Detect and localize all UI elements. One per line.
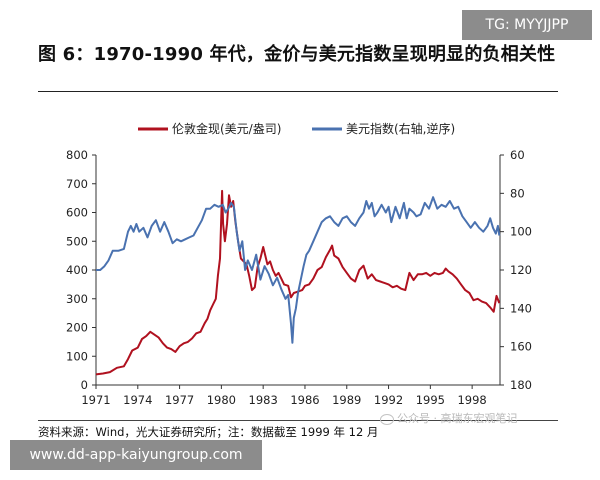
right-tick-label: 140 [510,301,532,315]
x-tick-label: 1989 [332,393,361,407]
source-note: 资料来源：Wind，光大证券研究所；注：数据截至 1999 年 12 月 [38,425,379,439]
right-tick-label: 160 [510,340,532,354]
x-tick-label: 1995 [416,393,445,407]
wechat-icon [380,413,394,425]
legend-label-gold: 伦敦金现(美元/盎司) [172,121,281,136]
right-tick-label: 60 [510,148,525,162]
title-divider [38,91,558,92]
left-tick-label: 800 [66,148,88,162]
tg-watermark-label: TG: MYYJJPP [462,10,592,40]
left-tick-label: 600 [66,206,88,220]
footer-divider [38,420,558,421]
x-tick-label: 1974 [123,393,152,407]
x-tick-label: 1971 [81,393,110,407]
left-tick-label: 500 [66,234,88,248]
right-tick-label: 80 [510,186,525,200]
watermark-text: 公众号 · 高瑞东宏观笔记 [397,412,518,425]
legend: 伦敦金现(美元/盎司) 美元指数(右轴,逆序) [138,121,455,136]
chart-title: 图 6：1970-1990 年代，金价与美元指数呈现明显的负相关性 [38,44,556,65]
legend-label-usd: 美元指数(右轴,逆序) [346,121,455,136]
right-tick-label: 100 [510,225,532,239]
x-tick-label: 1977 [165,393,194,407]
series-group [95,189,501,376]
right-tick-label: 180 [510,378,532,392]
left-tick-label: 300 [66,292,88,306]
axes: 800 700 600 500 400 300 200 100 0 60 80 100 120 140 16… [66,148,532,407]
x-tick-label: 1998 [457,393,486,407]
x-tick-label: 1992 [374,393,403,407]
watermark: 公众号 · 高瑞东宏观笔记 [380,410,518,426]
left-tick-label: 100 [66,349,88,363]
left-tick-label: 700 [66,177,88,191]
url-watermark-label: www.dd-app-kaiyungroup.com [10,440,262,470]
x-tick-label: 1980 [207,393,236,407]
x-tick-label: 1986 [290,393,319,407]
usd-index-line [96,196,501,344]
left-tick-label: 0 [81,378,88,392]
right-tick-label: 120 [510,263,532,277]
gold-price-line [95,189,501,376]
left-tick-label: 400 [66,263,88,277]
left-tick-label: 200 [66,321,88,335]
x-tick-label: 1983 [249,393,278,407]
